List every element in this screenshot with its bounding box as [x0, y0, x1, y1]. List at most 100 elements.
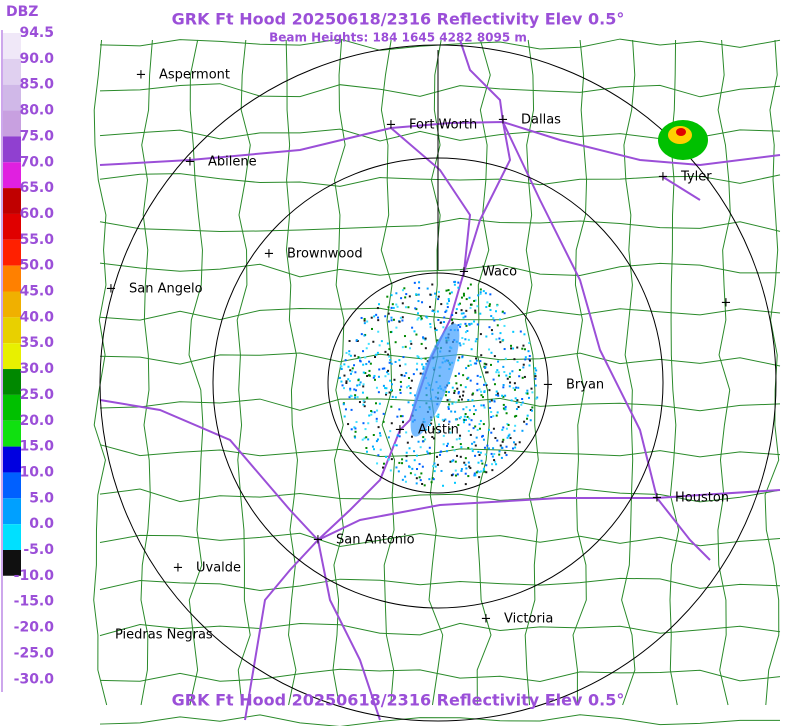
echo [509, 437, 512, 440]
echo [403, 335, 406, 338]
echo [512, 330, 515, 333]
echo [521, 429, 524, 432]
echo [517, 405, 520, 408]
echo [529, 408, 532, 411]
echo [476, 429, 479, 432]
echo [499, 341, 502, 344]
echo [386, 342, 389, 345]
echo [399, 316, 402, 319]
echo [448, 427, 451, 430]
echo [495, 310, 498, 313]
echo [364, 356, 367, 359]
legend-swatch [3, 472, 21, 499]
legend: DBZ 94.5 90.0 85.0 80.0 75.0 70.0 65.0 60.0 55.0… [0, 4, 56, 692]
echo [485, 371, 488, 374]
echo [376, 462, 379, 465]
echo [398, 408, 401, 411]
echo [365, 363, 368, 366]
echo [469, 359, 472, 362]
echo [486, 444, 489, 447]
city-marker: + [106, 282, 117, 297]
echo [457, 324, 460, 327]
echo [356, 384, 359, 387]
city-marker: + [652, 491, 663, 506]
echo [366, 396, 369, 399]
legend-label: -15.0 [14, 594, 55, 610]
echo [370, 316, 373, 319]
echo [462, 408, 465, 411]
echo [387, 306, 390, 309]
echo [484, 292, 487, 295]
legend-label: -30.0 [14, 671, 55, 687]
echo [380, 340, 383, 343]
echo [520, 403, 523, 406]
echo [461, 394, 464, 397]
echo [460, 312, 463, 315]
echo [390, 388, 393, 391]
echo [378, 368, 381, 371]
echo [445, 450, 448, 453]
echo [384, 315, 387, 318]
echo [467, 430, 470, 433]
echo [475, 471, 478, 474]
echo [503, 312, 506, 315]
echo [445, 390, 448, 393]
echo [414, 473, 417, 476]
echo [502, 338, 505, 341]
echo [460, 469, 463, 472]
echo [453, 283, 456, 286]
echo [420, 317, 423, 320]
echo [430, 422, 433, 425]
echo [456, 454, 459, 457]
echo [491, 469, 494, 472]
legend-label: 35.0 [19, 335, 54, 351]
echo [396, 415, 399, 418]
echo [513, 358, 516, 361]
county-line [140, 39, 153, 706]
legend-swatch [3, 84, 21, 111]
echo [473, 472, 476, 475]
echo [411, 467, 414, 470]
echo [483, 446, 486, 449]
echo [385, 393, 388, 396]
echo [371, 445, 374, 448]
echo [485, 384, 488, 387]
echo [445, 289, 448, 292]
echo [388, 391, 391, 394]
echo [454, 460, 457, 463]
echo [493, 453, 496, 456]
city-label: Waco [482, 265, 517, 280]
echo [506, 436, 509, 439]
echo [433, 311, 436, 314]
echo [473, 362, 476, 365]
echo [464, 457, 467, 460]
echo [486, 371, 489, 374]
echo [370, 327, 373, 330]
echo [507, 434, 510, 437]
echo [479, 333, 482, 336]
echo [418, 476, 421, 479]
echo [474, 311, 477, 314]
echo [413, 459, 416, 462]
echo [482, 423, 485, 426]
echo [534, 372, 537, 375]
echo [523, 375, 526, 378]
echo [437, 318, 440, 321]
echo [459, 416, 462, 419]
echo [462, 390, 465, 393]
echo [399, 391, 402, 394]
echo [469, 467, 472, 470]
echo [417, 293, 420, 296]
city-marker: + [498, 113, 509, 128]
legend-label: 0.0 [29, 516, 54, 532]
echo [351, 367, 354, 370]
echo [465, 406, 468, 409]
echo [386, 371, 389, 374]
echo [501, 428, 504, 431]
echo [508, 433, 511, 436]
echo [452, 473, 455, 476]
echo [470, 322, 473, 325]
echo [464, 386, 467, 389]
echo [457, 281, 460, 284]
echo [455, 311, 458, 314]
